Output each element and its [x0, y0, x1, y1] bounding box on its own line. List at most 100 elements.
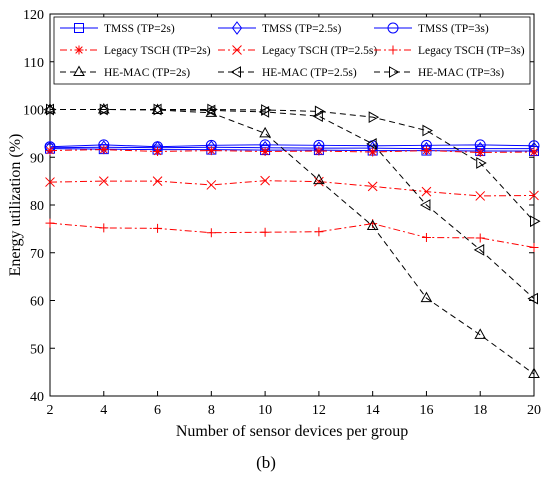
figure-caption: (b) — [256, 453, 276, 472]
y-tick-label: 90 — [30, 151, 44, 166]
data-point — [45, 146, 55, 156]
data-point — [206, 146, 216, 156]
data-point — [475, 147, 485, 157]
data-point — [313, 173, 325, 185]
legend-label: HE-MAC (TP=3s) — [418, 67, 504, 79]
data-point — [260, 147, 270, 157]
data-point — [45, 177, 55, 187]
data-point — [153, 147, 163, 157]
x-tick-label: 2 — [47, 403, 54, 418]
legend-label: Legacy TSCH (TP=2.5s) — [262, 45, 377, 57]
data-point — [422, 124, 433, 137]
data-point — [261, 104, 272, 116]
data-point — [528, 367, 540, 379]
x-tick-label: 20 — [527, 403, 541, 418]
data-point — [368, 111, 380, 123]
series-line — [49, 144, 535, 148]
data-point — [153, 103, 165, 116]
series-line — [49, 149, 535, 153]
legend-item: TMSS (TP=2.5s) — [218, 21, 342, 35]
data-point — [46, 103, 57, 116]
legend-item: HE-MAC (TP=2.5s) — [218, 66, 357, 79]
y-tick-label: 70 — [30, 247, 44, 262]
data-point — [99, 103, 111, 116]
legend-label: TMSS (TP=2.5s) — [262, 23, 342, 35]
data-point — [206, 180, 217, 190]
data-point — [98, 176, 109, 186]
data-point — [366, 219, 379, 231]
y-axis-title: Energy utilization (%) — [7, 134, 24, 277]
data-point — [260, 175, 270, 186]
legend-item: TMSS (TP=3s) — [374, 22, 489, 35]
legend-label: TMSS (TP=2s) — [104, 23, 175, 35]
legend-marker — [230, 66, 241, 78]
data-point — [421, 232, 431, 242]
x-tick-label: 16 — [419, 403, 433, 418]
legend-label: Legacy TSCH (TP=2s) — [104, 45, 211, 57]
legend-marker — [73, 65, 85, 76]
legend-item: TMSS (TP=2s) — [60, 23, 175, 35]
data-point — [367, 181, 378, 192]
legend-item: Legacy TSCH (TP=2s) — [60, 45, 211, 57]
legend-marker — [74, 45, 84, 55]
data-point — [260, 227, 270, 237]
data-point — [529, 147, 539, 157]
data-point — [151, 103, 164, 114]
legend-marker — [387, 22, 399, 34]
data-point — [314, 176, 324, 187]
series-line — [49, 146, 534, 150]
legend-label: TMSS (TP=3s) — [418, 23, 489, 35]
data-point — [474, 328, 487, 339]
data-point — [259, 126, 271, 138]
data-point — [366, 138, 377, 150]
y-tick-label: 80 — [30, 199, 44, 214]
series-4 — [45, 175, 539, 201]
data-point — [97, 103, 108, 116]
legend-label: HE-MAC (TP=2.5s) — [262, 67, 357, 79]
series-layer — [43, 102, 541, 379]
data-point — [206, 228, 216, 238]
data-point — [152, 176, 163, 186]
data-point — [314, 105, 326, 118]
series-line — [49, 222, 535, 248]
x-tick-label: 6 — [154, 403, 161, 418]
legend-marker — [74, 23, 84, 33]
legend: TMSS (TP=2s) TMSS (TP=2.5s) TMSS (TP=3s) Le… — [53, 16, 531, 85]
legend-item: HE-MAC (TP=2s) — [60, 65, 190, 79]
x-tick-label: 8 — [208, 403, 215, 418]
x-axis-title: Number of sensor devices per group — [176, 423, 408, 440]
data-point — [153, 223, 163, 233]
data-point — [421, 186, 432, 197]
data-point — [314, 227, 324, 237]
data-point — [529, 190, 539, 201]
legend-box — [53, 16, 531, 85]
x-tick-label: 10 — [258, 403, 272, 418]
legend-label: HE-MAC (TP=2s) — [104, 67, 190, 79]
legend-label: Legacy TSCH (TP=3s) — [418, 45, 525, 57]
data-point — [99, 223, 109, 233]
data-point — [476, 157, 487, 169]
data-point — [530, 215, 541, 228]
data-point — [207, 103, 218, 116]
series-line — [49, 180, 535, 197]
data-point — [314, 146, 324, 156]
legend-marker — [388, 45, 398, 55]
data-point — [99, 145, 109, 155]
series-5 — [45, 218, 539, 252]
x-tick-label: 14 — [366, 403, 380, 418]
series-line — [49, 148, 534, 152]
legend-item: HE-MAC (TP=3s) — [374, 66, 504, 79]
legend-marker — [232, 45, 242, 55]
series-line — [50, 109, 535, 222]
data-point — [419, 199, 431, 211]
data-point — [529, 242, 539, 252]
y-tick-label: 100 — [23, 104, 44, 119]
data-point — [420, 291, 433, 303]
x-tick-label: 12 — [312, 403, 326, 418]
data-point — [312, 110, 323, 123]
x-tick-label: 18 — [473, 403, 487, 418]
series-3 — [45, 145, 539, 157]
data-point — [473, 244, 485, 256]
data-point — [258, 106, 270, 118]
